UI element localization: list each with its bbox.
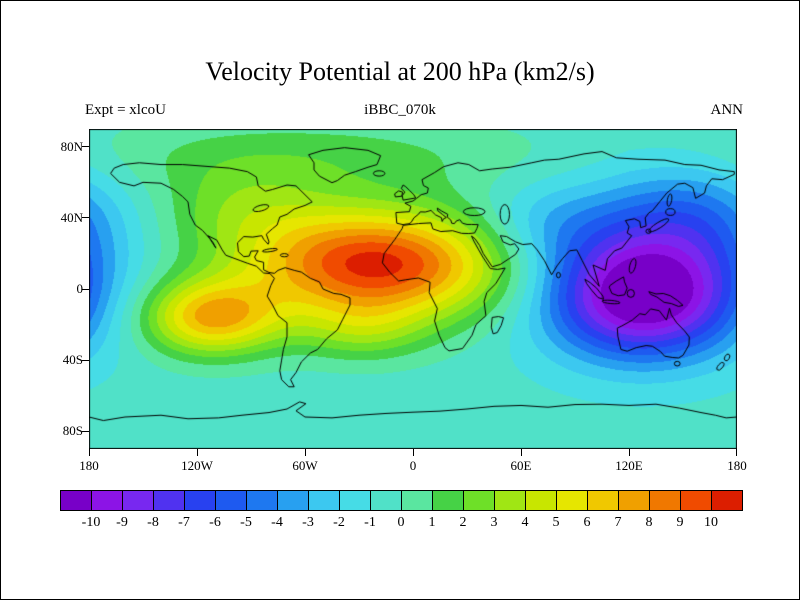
colorbar-cell xyxy=(618,490,650,511)
y-tick-mark xyxy=(82,359,89,361)
colorbar-tick-label: 4 xyxy=(521,515,529,530)
colorbar-cell xyxy=(680,490,712,511)
y-tick-mark xyxy=(82,430,89,432)
x-tick-mark xyxy=(196,449,198,456)
colorbar-tick-label: 7 xyxy=(614,515,622,530)
colorbar-tick-label: 6 xyxy=(583,515,591,530)
colorbar-tick-label: 0 xyxy=(397,515,405,530)
colorbar-cell xyxy=(556,490,588,511)
season-label: ANN xyxy=(710,102,744,118)
colorbar-tick-label: -10 xyxy=(81,515,101,530)
y-tick-mark xyxy=(82,146,89,148)
colorbar-tick-label: -9 xyxy=(116,515,128,530)
colorbar-cell xyxy=(184,490,216,511)
colorbar-tick-label: -7 xyxy=(178,515,190,530)
colorbar-tick-label: 2 xyxy=(459,515,467,530)
colorbar-cell xyxy=(711,490,743,511)
colorbar-tick-label: 3 xyxy=(490,515,498,530)
y-tick-label: 40S xyxy=(62,352,83,368)
colorbar-cell xyxy=(246,490,278,511)
y-tick-label: 0 xyxy=(76,281,84,296)
x-tick-mark xyxy=(88,449,90,456)
x-tick-mark xyxy=(304,449,306,456)
colorbar-tick-label: -1 xyxy=(364,515,376,530)
colorbar-cell xyxy=(649,490,681,511)
x-tick-mark xyxy=(520,449,522,456)
x-tick-mark xyxy=(628,449,630,456)
colorbar-tick-label: 5 xyxy=(552,515,560,530)
colorbar-tick-label: -3 xyxy=(302,515,314,530)
colorbar-cell xyxy=(370,490,402,511)
colorbar-cell xyxy=(60,490,92,511)
colorbar-tick-label: -2 xyxy=(333,515,345,530)
colorbar-cell xyxy=(277,490,309,511)
colorbar-tick-label: 9 xyxy=(676,515,684,530)
y-tick-mark xyxy=(82,288,89,290)
y-tick-label: 80S xyxy=(62,423,83,439)
x-tick-mark xyxy=(412,449,414,456)
colorbar-cell xyxy=(587,490,619,511)
x-tick-label: 0 xyxy=(409,458,417,473)
y-tick-mark xyxy=(82,217,89,219)
colorbar-cell xyxy=(463,490,495,511)
x-tick-mark xyxy=(735,449,737,456)
colorbar-cell xyxy=(215,490,247,511)
y-tick-label: 80N xyxy=(60,138,83,154)
colorbar-tick-label: 10 xyxy=(704,515,718,530)
colorbar-cell xyxy=(339,490,371,511)
x-tick-label: 120W xyxy=(181,458,213,473)
colorbar-cell xyxy=(525,490,557,511)
colorbar-cell xyxy=(91,490,123,511)
colorbar-cell xyxy=(308,490,340,511)
x-tick-label: 180 xyxy=(79,458,99,473)
colorbar-cell xyxy=(401,490,433,511)
plot-title: Velocity Potential at 200 hPa (km2/s) xyxy=(205,57,595,86)
colorbar-cell xyxy=(494,490,526,511)
colorbar-tick-label: -4 xyxy=(271,515,283,530)
colorbar-cell xyxy=(122,490,154,511)
colorbar-tick-label: -6 xyxy=(209,515,221,530)
x-tick-label: 60W xyxy=(292,458,318,473)
y-tick-label: 40N xyxy=(60,209,83,225)
x-tick-label: 120E xyxy=(615,458,643,473)
colorbar-tick-label: 1 xyxy=(428,515,436,530)
colorbar-tick-label: -5 xyxy=(240,515,252,530)
x-tick-label: 180 xyxy=(727,458,747,473)
colorbar-cell xyxy=(432,490,464,511)
experiment-label: Expt = xlcoU xyxy=(85,102,166,118)
x-tick-label: 60E xyxy=(510,458,532,473)
colorbar-tick-label: -8 xyxy=(147,515,159,530)
colorbar-tick-label: 8 xyxy=(645,515,653,530)
map-canvas xyxy=(89,129,737,449)
colorbar-cell xyxy=(153,490,185,511)
run-id-label: iBBC_070k xyxy=(364,102,436,118)
